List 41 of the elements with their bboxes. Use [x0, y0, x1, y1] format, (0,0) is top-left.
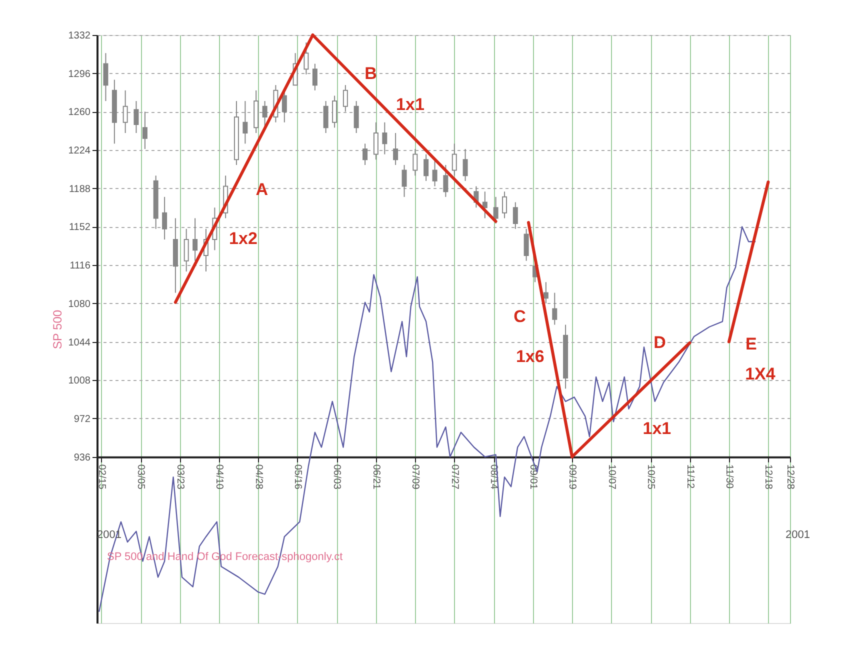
y-tick-label: 972 [74, 414, 91, 425]
y-tick-label: 1296 [68, 68, 91, 80]
y-tick-label: 1080 [68, 298, 91, 310]
y-tick-label: 1116 [70, 260, 91, 272]
y-tick-label: 1044 [68, 337, 91, 348]
annotation: E [746, 334, 757, 354]
annotation: 1x6 [516, 347, 544, 366]
annotation: 1x1 [396, 94, 424, 114]
x-tick-label: 04/10 [214, 464, 225, 490]
x-tick-label: 10/25 [645, 464, 656, 490]
y-tick-label: 1260 [68, 107, 91, 118]
x-tick-label: 06/03 [331, 464, 342, 490]
x-tick-label: 09/01 [527, 464, 538, 490]
y-tick-label: 936 [74, 452, 91, 464]
annotation: B [364, 64, 377, 83]
y-tick-label: 1188 [68, 184, 91, 195]
y-axis-title: SP 500 [50, 310, 64, 350]
x-tick-label: 12/28 [784, 464, 796, 490]
x-tick-label: 03/23 [174, 464, 186, 490]
x-tick-label: 11/30 [723, 464, 734, 490]
x-tick-label: 11/12 [684, 464, 696, 490]
y-tick-label: 1332 [68, 30, 91, 42]
x-tick-label: 03/05 [135, 464, 146, 490]
x-tick-label: 07/27 [448, 464, 460, 490]
x-tick-label: 10/07 [606, 464, 617, 490]
x-tick-label: 06/21 [370, 464, 382, 490]
y-tick-label: 1008 [68, 376, 91, 387]
annotation: 1x2 [229, 229, 258, 248]
x-tick-label: 09/19 [566, 464, 578, 490]
y-tick-label: 1224 [68, 146, 91, 157]
x-tick-label: 02/15 [96, 464, 107, 490]
x-tick-label: 12/18 [762, 464, 774, 490]
annotation: 1X4 [745, 364, 776, 384]
annotation: D [654, 333, 666, 352]
annotation: 1x1 [642, 418, 672, 438]
x-tick-label: 04/28 [252, 464, 264, 490]
x-tick-label: 05/16 [292, 464, 303, 490]
annotation: C [514, 307, 526, 326]
annotation: A [256, 180, 268, 200]
y-tick-label: 1152 [68, 222, 91, 234]
x-tick-label: 07/09 [410, 464, 421, 490]
